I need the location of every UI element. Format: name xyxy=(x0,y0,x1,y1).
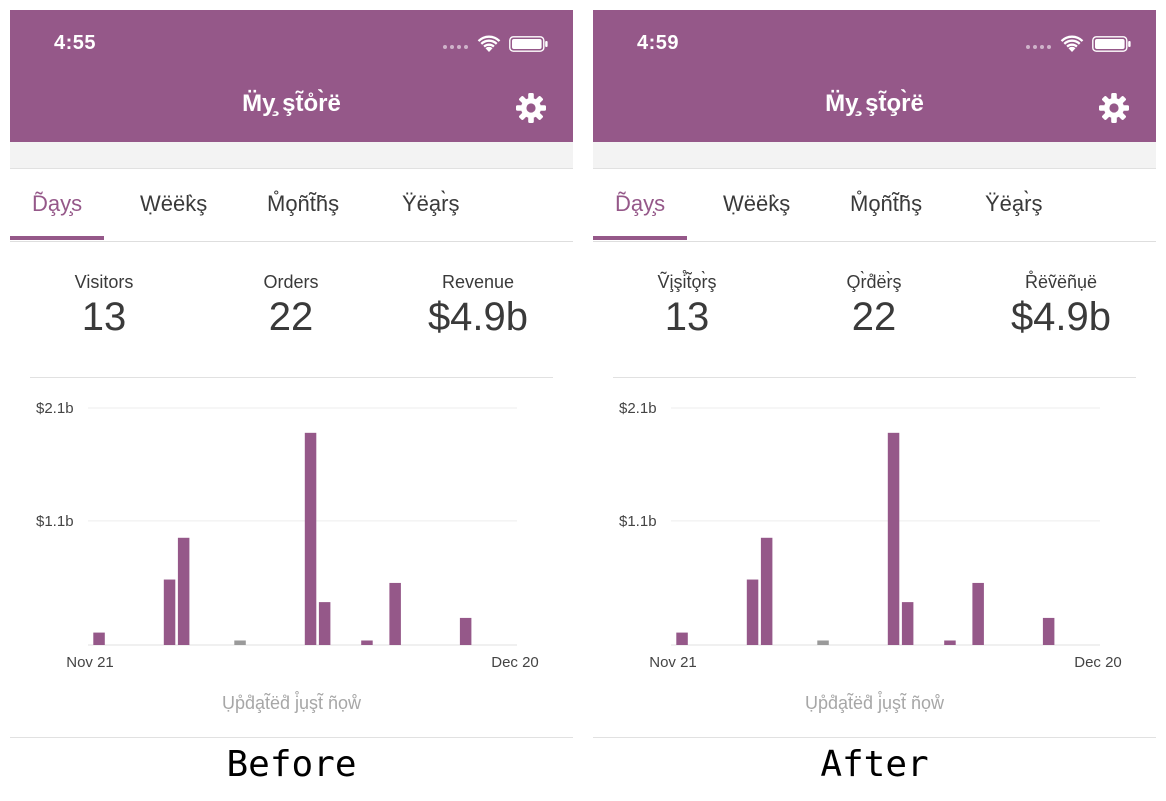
page-title: M̈y̧ şt̃o̧r̀ë xyxy=(825,90,924,117)
stat-revenue: R̊ëṽëñụë $4.9b xyxy=(971,272,1151,340)
stat-visitors: Visitors 13 xyxy=(14,272,194,340)
y-tick-label: $1.1b xyxy=(36,513,74,530)
stat-label: R̊ëṽëñụë xyxy=(1024,272,1098,292)
chart-bar xyxy=(901,602,914,645)
period-tabs: D̃a̧y̧s Ẉëëk̀ş M̊o̧ñt̃h̃ş Ÿëa̧r̀ş xyxy=(10,169,573,242)
stat-value: 22 xyxy=(851,295,897,339)
chart-bar xyxy=(459,617,472,645)
header-spacer xyxy=(593,142,1156,169)
chart-bar xyxy=(944,640,956,645)
gear-icon[interactable] xyxy=(515,92,547,124)
y-tick-label: $1.1b xyxy=(619,513,657,530)
y-tick-label: $2.1b xyxy=(619,400,657,417)
battery-icon xyxy=(1092,36,1131,52)
updated-status: Ụp̊d̊a̧t̃ëd̊ j̊ụşt̃ ñọẘ xyxy=(804,693,945,713)
signal-dots-icon xyxy=(443,45,469,49)
signal-dots-icon xyxy=(1026,45,1052,49)
stat-label: Orders xyxy=(263,272,319,292)
y-tick-label: $2.1b xyxy=(36,400,74,417)
stat-orders: O̧r̀d̊ër̀ş 22 xyxy=(784,272,964,340)
active-tab-indicator xyxy=(10,236,104,240)
status-icons xyxy=(443,34,553,56)
active-tab-indicator xyxy=(593,236,687,240)
tab-weeks[interactable]: Ẉëëk̀ş xyxy=(140,191,208,216)
stat-visitors: Ṽi̧şi̊t̃o̧r̀ş 13 xyxy=(597,272,777,340)
bottom-divider xyxy=(10,737,573,738)
stat-value: 22 xyxy=(268,295,314,339)
status-icons xyxy=(1026,34,1136,56)
chart-bar xyxy=(234,640,246,645)
chart-bar xyxy=(177,537,190,645)
x-tick-label: Nov 21 xyxy=(649,654,697,671)
chart-bar xyxy=(361,640,373,645)
chart-bar xyxy=(760,537,773,645)
wifi-icon xyxy=(1060,35,1084,52)
stat-value: $4.9b xyxy=(1010,295,1112,339)
caption-before: Before xyxy=(226,744,357,785)
chart-bar xyxy=(746,579,759,645)
gear-icon[interactable] xyxy=(1098,92,1130,124)
chart-bar xyxy=(1042,617,1055,645)
page-title: M̈y̧ şt̃o̊r̀ë xyxy=(242,90,341,117)
revenue-bar-chart: $2.1b $1.1b Nov 21 Dec 20 xyxy=(619,400,1122,671)
header-spacer xyxy=(10,142,573,169)
tab-months[interactable]: M̊o̧ñt̃h̃ş xyxy=(850,191,923,216)
revenue-bar-chart: $2.1b $1.1b Nov 21 Dec 20 xyxy=(36,400,539,671)
stat-orders: Orders 22 xyxy=(201,272,381,340)
stat-label: Ṽi̧şi̊t̃o̧r̀ş xyxy=(657,272,717,292)
bottom-divider xyxy=(593,737,1156,738)
navigation-bar: 4:59 M̈y̧ şt̃o̧r̀ë xyxy=(593,10,1156,142)
status-time: 4:55 xyxy=(54,32,97,54)
updated-status: Ụp̊d̊a̧t̃ëd̊ j̊ụşt̃ ñọẘ xyxy=(221,693,362,713)
tab-days[interactable]: D̃a̧y̧s xyxy=(32,191,83,216)
x-tick-label: Dec 20 xyxy=(1074,654,1122,671)
status-time: 4:59 xyxy=(637,32,680,54)
stat-label: O̧r̀d̊ër̀ş xyxy=(846,272,902,292)
battery-icon xyxy=(509,36,548,52)
stat-label: Revenue xyxy=(441,272,515,292)
tab-years[interactable]: Ÿëa̧r̀ş xyxy=(402,191,460,216)
tab-days[interactable]: D̃a̧y̧s xyxy=(615,191,666,216)
chart-bar xyxy=(304,432,317,645)
stats-divider xyxy=(613,377,1136,378)
tab-weeks[interactable]: Ẉëëk̀ş xyxy=(723,191,791,216)
chart-bar xyxy=(93,632,105,645)
stat-value: $4.9b xyxy=(427,295,529,339)
stat-revenue: Revenue $4.9b xyxy=(388,272,568,340)
after-screen: 4:59 M̈y̧ şt̃o̧r̀ë xyxy=(593,10,1156,738)
chart-bar xyxy=(163,579,176,645)
period-tabs: D̃a̧y̧s Ẉëëk̀ş M̊o̧ñt̃h̃ş Ÿëa̧r̀ş xyxy=(593,169,1156,242)
stat-value: 13 xyxy=(664,295,710,339)
stat-value: 13 xyxy=(81,295,127,339)
chart-bar xyxy=(318,602,331,645)
stats-divider xyxy=(30,377,553,378)
chart-bar xyxy=(817,640,829,645)
wifi-icon xyxy=(477,35,501,52)
chart-bar xyxy=(676,632,688,645)
navigation-bar: 4:55 M̈y̧ şt̃o̊r̀ë xyxy=(10,10,573,142)
caption-after: After xyxy=(820,744,929,785)
chart-bar xyxy=(887,432,900,645)
x-tick-label: Nov 21 xyxy=(66,654,114,671)
tab-months[interactable]: M̊o̧ñt̃h̃ş xyxy=(267,191,340,216)
chart-bar xyxy=(972,582,984,645)
before-screen: 4:55 M̈y̧ şt̃o̊r̀ë xyxy=(10,10,573,738)
x-tick-label: Dec 20 xyxy=(491,654,539,671)
tab-years[interactable]: Ÿëa̧r̀ş xyxy=(985,191,1043,216)
chart-bar xyxy=(389,582,401,645)
stat-label: Visitors xyxy=(74,272,134,292)
